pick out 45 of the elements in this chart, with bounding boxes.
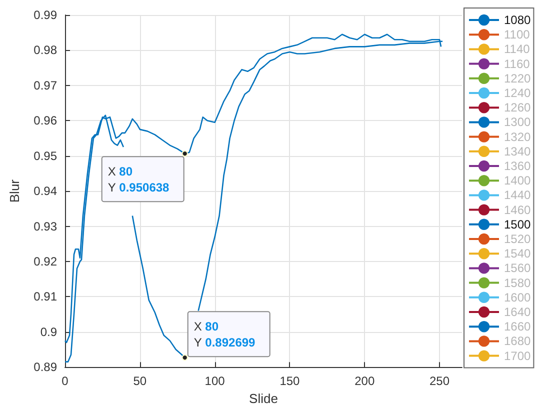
- y-tick-label: 0.91: [34, 290, 58, 304]
- legend-label: 1240: [504, 86, 532, 100]
- legend-label: 1500: [504, 217, 532, 232]
- legend-label: 1560: [504, 261, 532, 276]
- legend-label: 1640: [504, 305, 532, 319]
- legend-label: 1100: [504, 28, 530, 42]
- legend-label: 1320: [504, 130, 532, 144]
- y-tick-label: 0.97: [34, 78, 58, 92]
- x-tick-label: 0: [62, 374, 69, 388]
- legend-label: 1260: [504, 100, 532, 115]
- legend-label: 1660: [504, 320, 532, 334]
- legend-label: 1140: [504, 42, 530, 56]
- legend-label: 1700: [504, 348, 532, 363]
- annotation: X 80 Y 0.892699: [194, 320, 256, 350]
- legend-label: 1400: [504, 174, 532, 188]
- y-tick-label: 0.99: [34, 8, 58, 22]
- legend-label: 1600: [504, 290, 532, 304]
- legend-label: 1080: [504, 13, 532, 27]
- x-tick-label: 250: [430, 374, 450, 388]
- x-tick-label: 200: [354, 374, 375, 388]
- y-tick-label: 0.93: [34, 219, 58, 234]
- legend-label: 1360: [504, 159, 532, 173]
- legend-label: 1340: [504, 144, 532, 158]
- legend-label: 1520: [504, 232, 532, 246]
- legend-label: 1300: [504, 115, 532, 130]
- x-tick-label: 50: [133, 374, 147, 388]
- legend-label: 1440: [504, 188, 532, 202]
- x-axis-title: Slide: [249, 391, 278, 406]
- legend-label: 1540: [504, 246, 532, 261]
- y-tick-label: 0.89: [34, 360, 58, 374]
- annotation: X 80 Y 0.950638: [108, 164, 170, 195]
- y-tick-label: 0.95: [34, 148, 58, 163]
- y-tick-label: 0.96: [34, 114, 58, 128]
- legend-label: 1460: [504, 202, 532, 217]
- legend-label: 1580: [504, 276, 532, 290]
- y-axis-title: Blur: [7, 178, 22, 203]
- legend-label: 1160: [504, 56, 530, 71]
- y-tick-label: 0.9: [40, 324, 58, 339]
- y-tick-label: 0.94: [34, 184, 58, 198]
- x-tick-label: 100: [204, 374, 226, 388]
- legend-label: 1220: [504, 71, 532, 86]
- legend-label: 1680: [504, 334, 532, 348]
- y-tick-label: 0.92: [34, 254, 58, 268]
- y-tick-label: 0.98: [34, 43, 58, 58]
- x-tick-label: 150: [280, 374, 300, 388]
